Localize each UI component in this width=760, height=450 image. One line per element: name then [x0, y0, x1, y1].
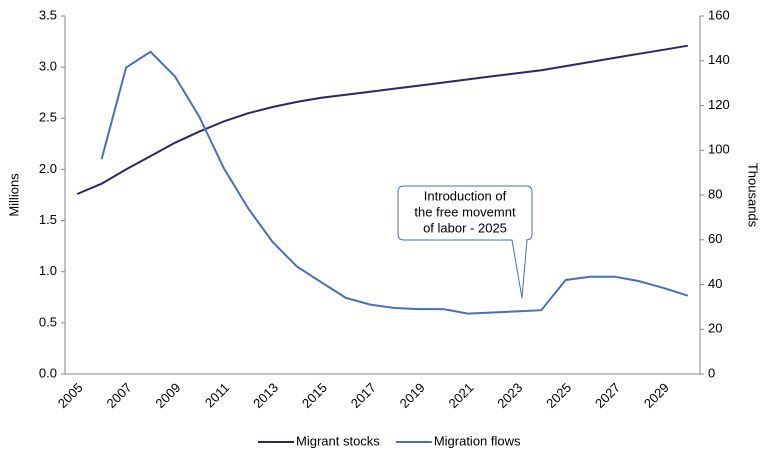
series-line [76, 44, 688, 195]
y-axis-title: Millions [6, 173, 21, 217]
x-tick-label: 2007 [104, 380, 135, 411]
annotation: the free movemnt [414, 204, 516, 219]
y2-tick-label: 0 [708, 365, 715, 380]
x-tick-label: 2009 [152, 380, 183, 411]
y-tick-label: 3.0 [39, 59, 57, 74]
annotation: Introduction of [424, 188, 507, 203]
y2-tick-label: 120 [708, 97, 730, 112]
x-tick-label: 2029 [641, 380, 672, 411]
y2-tick-label: 60 [708, 231, 722, 246]
y2-tick-label: 80 [708, 186, 722, 201]
x-tick-label: 2021 [445, 380, 476, 411]
x-tick-label: 2005 [55, 380, 86, 411]
x-tick-label: 2011 [202, 380, 232, 410]
x-tick-label: 2017 [348, 380, 379, 411]
legend-label: Migrant stocks [296, 433, 380, 448]
x-tick-label: 2025 [543, 380, 574, 411]
y-tick-label: 3.5 [39, 7, 57, 22]
x-tick-label: 2019 [397, 380, 428, 411]
callout [397, 185, 533, 299]
y-tick-label: 1.0 [39, 263, 57, 278]
y-tick-label: 2.5 [39, 110, 57, 125]
y2-tick-label: 40 [708, 276, 722, 291]
x-tick-label: 2023 [494, 380, 525, 411]
annotation: of labor - 2025 [423, 220, 507, 235]
x-tick-label: 2027 [592, 380, 623, 411]
x-tick-label: 2015 [299, 380, 330, 411]
legend-label: Migration flows [434, 433, 521, 448]
y-tick-label: 0.0 [39, 365, 57, 380]
y2-tick-label: 20 [708, 321, 722, 336]
y-tick-label: 0.5 [39, 314, 57, 329]
x-tick-label: 2013 [250, 380, 281, 411]
y2-tick-label: 160 [708, 7, 730, 22]
series-line [100, 50, 689, 315]
y-tick-label: 1.5 [39, 212, 57, 227]
y2-tick-label: 140 [708, 52, 730, 67]
y-tick-label: 2.0 [39, 161, 57, 176]
y2-tick-label: 100 [708, 142, 730, 157]
y2-axis-title: Thousands [746, 163, 760, 228]
